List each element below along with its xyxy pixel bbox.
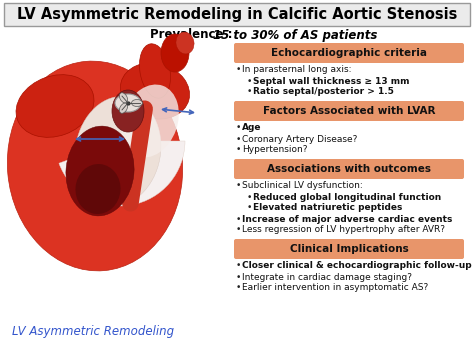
Text: Less regression of LV hypertrophy after AVR?: Less regression of LV hypertrophy after …	[242, 226, 445, 235]
FancyBboxPatch shape	[234, 239, 464, 259]
Text: Elevated natriuretic peptides: Elevated natriuretic peptides	[253, 204, 402, 213]
Text: •: •	[236, 283, 241, 292]
Text: •: •	[236, 65, 241, 74]
Wedge shape	[59, 141, 185, 206]
Ellipse shape	[139, 44, 171, 98]
Text: •: •	[247, 204, 252, 213]
Ellipse shape	[75, 96, 161, 206]
Ellipse shape	[75, 164, 120, 214]
Ellipse shape	[66, 126, 134, 216]
Ellipse shape	[120, 63, 190, 119]
Text: Subclinical LV dysfunction:: Subclinical LV dysfunction:	[242, 182, 363, 191]
Ellipse shape	[119, 103, 128, 113]
Text: Reduced global longitudinal function: Reduced global longitudinal function	[253, 192, 441, 201]
Text: Closer clinical & echocardiographic follow-up: Closer clinical & echocardiographic foll…	[242, 261, 472, 270]
Text: •: •	[247, 192, 252, 201]
Text: Integrate in cardiac damage staging?: Integrate in cardiac damage staging?	[242, 273, 412, 282]
Text: Associations with outcomes: Associations with outcomes	[267, 164, 431, 174]
Text: Septal wall thickness ≥ 13 mm: Septal wall thickness ≥ 13 mm	[253, 77, 410, 86]
Text: Earlier intervention in asymptomatic AS?: Earlier intervention in asymptomatic AS?	[242, 283, 428, 292]
Text: •: •	[236, 123, 241, 132]
Ellipse shape	[115, 94, 141, 112]
Ellipse shape	[112, 90, 144, 132]
Ellipse shape	[176, 32, 194, 54]
Text: Hypertension?: Hypertension?	[242, 145, 308, 155]
Text: •: •	[247, 77, 252, 86]
Text: Increase of major adverse cardiac events: Increase of major adverse cardiac events	[242, 214, 452, 223]
Text: In parasternal long axis:: In parasternal long axis:	[242, 65, 352, 74]
Ellipse shape	[121, 84, 179, 157]
FancyBboxPatch shape	[234, 101, 464, 121]
Text: Age: Age	[242, 123, 262, 132]
Text: Prevalence :: Prevalence :	[150, 29, 241, 42]
Text: 15 to 30% of AS patients: 15 to 30% of AS patients	[213, 29, 377, 42]
Text: Echocardiographic criteria: Echocardiographic criteria	[271, 48, 427, 58]
FancyBboxPatch shape	[4, 3, 470, 26]
Text: LV Asymmetric Remodeling: LV Asymmetric Remodeling	[12, 325, 174, 338]
Ellipse shape	[161, 34, 189, 72]
Text: Factors Associated with LVAR: Factors Associated with LVAR	[263, 106, 435, 116]
Text: •: •	[236, 145, 241, 155]
FancyBboxPatch shape	[234, 159, 464, 179]
Text: •: •	[247, 87, 252, 96]
Text: •: •	[236, 261, 241, 270]
Text: Clinical Implications: Clinical Implications	[290, 244, 409, 254]
Ellipse shape	[8, 61, 182, 271]
FancyBboxPatch shape	[234, 43, 464, 63]
Text: Coronary Artery Disease?: Coronary Artery Disease?	[242, 135, 357, 144]
FancyArrowPatch shape	[130, 109, 145, 203]
Text: •: •	[236, 182, 241, 191]
Ellipse shape	[16, 75, 94, 137]
Text: •: •	[236, 214, 241, 223]
Text: •: •	[236, 273, 241, 282]
Ellipse shape	[131, 100, 143, 106]
Ellipse shape	[119, 93, 128, 103]
Text: •: •	[236, 226, 241, 235]
Text: Ratio septal/posterior > 1.5: Ratio septal/posterior > 1.5	[253, 87, 394, 96]
Text: LV Asymmetric Remodeling in Calcific Aortic Stenosis: LV Asymmetric Remodeling in Calcific Aor…	[17, 7, 457, 22]
Text: •: •	[236, 135, 241, 144]
